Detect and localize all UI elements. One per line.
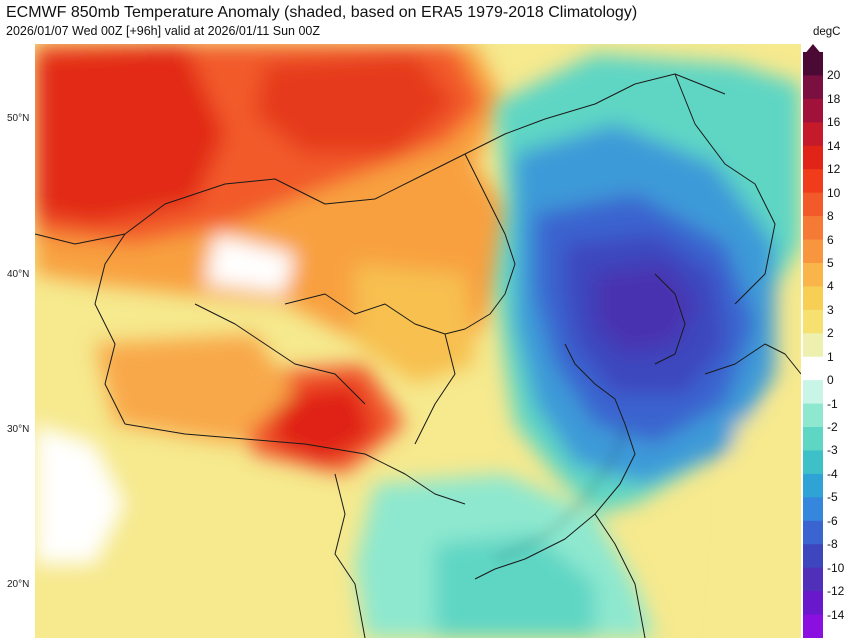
colorbar-level-label: 10 <box>827 185 841 200</box>
colorbar-segment <box>803 520 823 545</box>
colorbar-segment <box>803 427 823 451</box>
colorbar-segment <box>803 473 823 498</box>
colorbar-segment <box>803 403 823 428</box>
colorbar-segment <box>803 122 823 147</box>
header: ECMWF 850mb Temperature Anomaly (shaded,… <box>0 0 863 44</box>
colorbar-segment <box>803 567 823 592</box>
colorbar-segment <box>803 75 823 100</box>
colorbar-level-label: 6 <box>827 232 834 247</box>
colorbar-level-label: -6 <box>827 513 838 528</box>
lat-label-20: 20°N <box>7 579 30 590</box>
map-title: ECMWF 850mb Temperature Anomaly (shaded,… <box>6 4 638 21</box>
colorbar-segment <box>803 286 823 311</box>
warm-anomaly-field <box>35 44 515 474</box>
colorbar-level-label: 12 <box>827 162 841 177</box>
colorbar-level-label: -10 <box>827 560 845 575</box>
colorbar-level-label: 18 <box>827 91 841 106</box>
colorbar-level-label: -4 <box>827 466 838 481</box>
colorbar-level-label: 4 <box>827 279 834 294</box>
colorbar-segment <box>803 216 823 241</box>
colorbar-segment <box>803 333 823 358</box>
colorbar-level-label: 16 <box>827 115 841 130</box>
colorbar-segment <box>803 614 823 639</box>
colorbar-segment <box>803 145 823 170</box>
colorbar-segment <box>803 544 823 569</box>
colorbar-level-label: -14 <box>827 607 845 622</box>
anomaly-map <box>35 44 801 638</box>
colorbar-level-label: 2 <box>827 326 834 341</box>
colorbar-segment <box>803 192 823 217</box>
colorbar-level-label: -8 <box>827 537 838 552</box>
lat-label-30: 30°N <box>7 424 30 435</box>
colorbar-segment <box>803 262 823 287</box>
colorbar-segment <box>803 309 823 334</box>
colorbar-level-label: 8 <box>827 209 834 224</box>
colorbar-segment <box>803 356 823 381</box>
colorbar-level-label: -12 <box>827 584 845 599</box>
country-boundaries <box>35 73 801 638</box>
colorbar-level-label: -5 <box>827 490 838 505</box>
colorbar-level-label: -2 <box>827 420 838 435</box>
colorbar-level-label: 0 <box>827 373 834 388</box>
colorbar-segment <box>803 591 823 616</box>
cold-anomaly-field <box>35 54 801 638</box>
colorbar-unit: degC <box>813 26 841 38</box>
colorbar-level-label: 3 <box>827 302 834 317</box>
colorbar-segment <box>803 52 823 76</box>
colorbar-level-label: 1 <box>827 349 834 364</box>
colorbar-segment <box>803 239 823 264</box>
colorbar-level-label: 14 <box>827 138 841 153</box>
colorbar-segment <box>803 98 823 123</box>
colorbar-svg <box>803 44 823 639</box>
colorbar-level-label: 5 <box>827 255 834 270</box>
map-subtitle: 2026/01/07 Wed 00Z [+96h] valid at 2026/… <box>6 24 321 38</box>
colorbar-level-label: 20 <box>827 68 841 83</box>
colorbar-segment <box>803 450 823 475</box>
lat-label-50: 50°N <box>7 113 30 124</box>
colorbar-level-label: -1 <box>827 396 838 411</box>
colorbar-labels: 20 18 16 14 12 10 8 6 5 4 3 2 1 0 -1 -2 -3 -4 -5 -6 -8 -10 -12… <box>827 44 863 638</box>
lat-label-40: 40°N <box>7 269 30 280</box>
colorbar-segment <box>803 497 823 522</box>
colorbar-segment <box>803 169 823 194</box>
colorbar <box>803 44 823 639</box>
colorbar-level-label: -3 <box>827 443 838 458</box>
colorbar-segment <box>803 380 823 405</box>
anomaly-map-svg <box>35 44 801 638</box>
coastline-detail <box>494 423 626 560</box>
